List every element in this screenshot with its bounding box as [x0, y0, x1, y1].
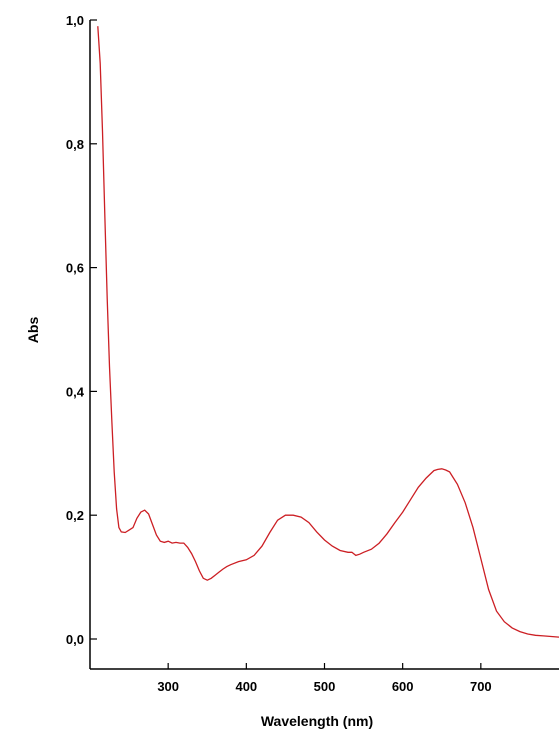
y-tick-label: 1,0 — [66, 13, 84, 28]
y-tick-label: 0,0 — [66, 632, 84, 647]
x-tick-label: 300 — [157, 679, 179, 694]
x-tick-label: 500 — [314, 679, 336, 694]
y-tick-label: 0,8 — [66, 137, 84, 152]
x-tick-label: 700 — [470, 679, 492, 694]
x-axis-title: Wavelength (nm) — [261, 713, 373, 729]
y-ticks: 0,0 0,2 0,4 0,6 0,8 1,0 — [66, 13, 97, 647]
absorbance-series-line — [97, 26, 559, 638]
x-tick-label: 400 — [235, 679, 257, 694]
y-tick-label: 0,4 — [66, 384, 85, 399]
x-ticks: 300 400 500 600 700 — [157, 663, 492, 694]
y-axis-title: Abs — [25, 317, 41, 344]
y-tick-label: 0,2 — [66, 508, 84, 523]
y-tick-label: 0,6 — [66, 261, 84, 276]
x-tick-label: 600 — [392, 679, 414, 694]
